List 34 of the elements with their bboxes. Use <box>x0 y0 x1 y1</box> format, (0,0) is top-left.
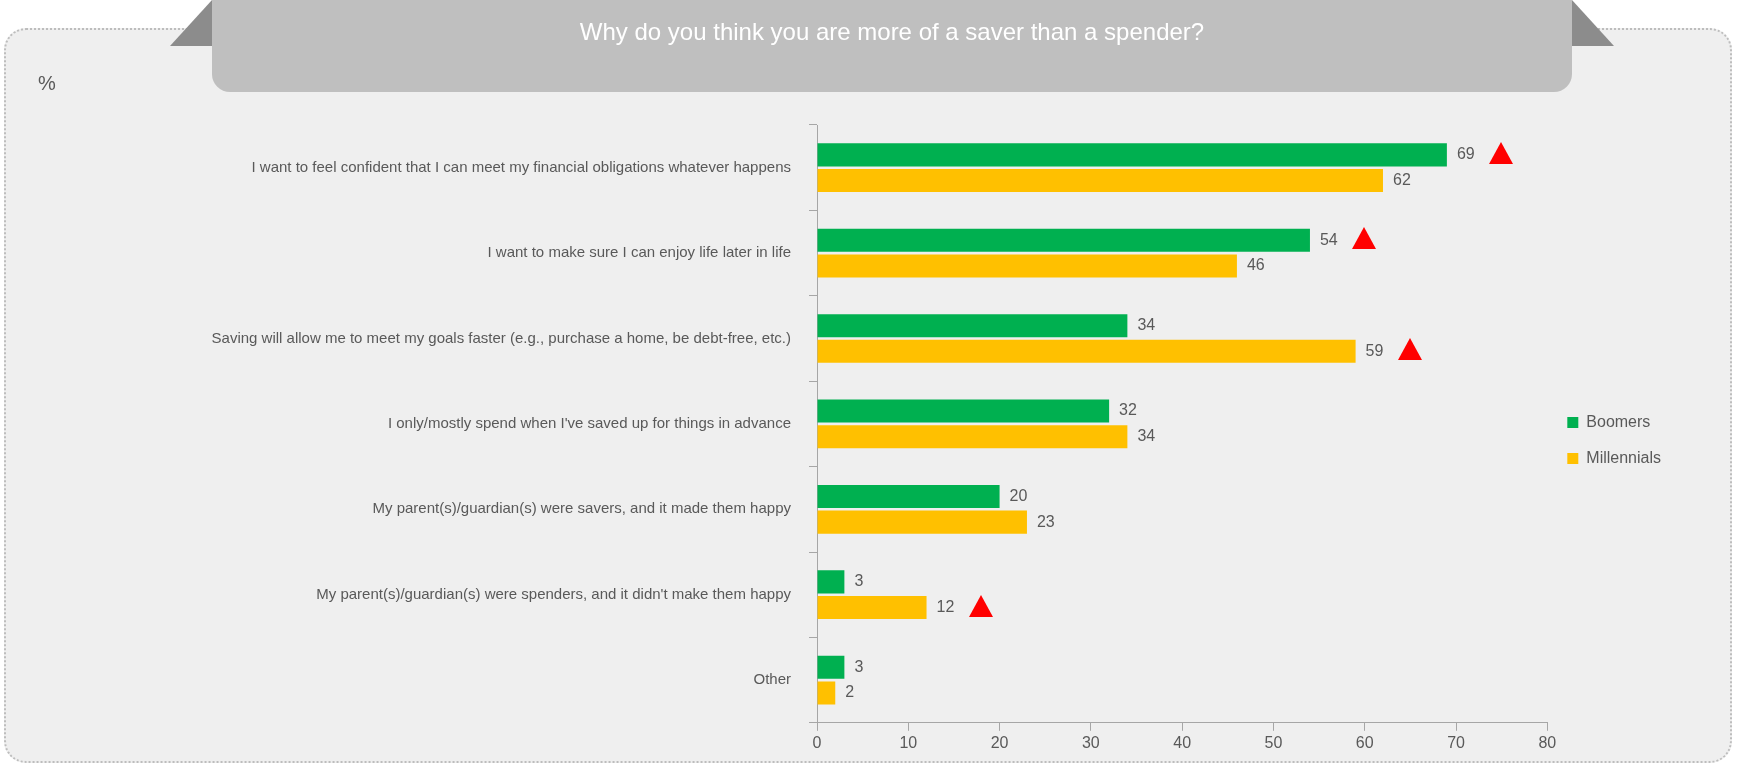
chart-title: Why do you think you are more of a saver than a spender? <box>578 18 1206 46</box>
data-label: 20 <box>1009 486 1028 504</box>
data-label: 23 <box>1036 512 1055 530</box>
data-label: 34 <box>1137 427 1156 445</box>
data-label: 12 <box>936 597 955 615</box>
legend-label: Millennials <box>1586 448 1662 466</box>
data-label: 32 <box>1119 401 1138 419</box>
data-label: 69 <box>1456 145 1475 163</box>
y-tick-label: Other <box>753 670 791 688</box>
y-tick-label: My parent(s)/guardian(s) were spenders, and it didn't make them happy <box>316 584 792 602</box>
data-label: 3 <box>854 572 864 590</box>
data-label: 59 <box>1365 341 1384 359</box>
x-tick-label: 30 <box>1081 733 1100 751</box>
x-tick-label: 0 <box>812 733 822 751</box>
data-label: 2 <box>845 683 855 701</box>
y-tick-label: My parent(s)/guardian(s) were savers, and it made them happy <box>372 499 792 517</box>
x-tick-label: 80 <box>1538 733 1557 751</box>
x-tick-label: 70 <box>1447 733 1466 751</box>
data-label: 62 <box>1392 170 1411 188</box>
data-label: 54 <box>1319 230 1338 248</box>
data-label: 46 <box>1246 256 1265 274</box>
x-tick-label: 20 <box>990 733 1009 751</box>
data-label: 3 <box>854 657 864 675</box>
legend-label: Boomers <box>1586 412 1651 430</box>
y-tick-label: Saving will allow me to meet my goals faster (e.g., purchase a home, be debt-free, etc.) <box>211 328 791 346</box>
x-tick-label: 60 <box>1355 733 1374 751</box>
y-tick-label: I only/mostly spend when I've saved up for things in advance <box>387 414 791 432</box>
text: % <box>38 72 56 95</box>
y-tick-label: I want to feel confident that I can meet my financial obligations whatever happens <box>251 157 791 175</box>
data-label: 34 <box>1137 316 1156 334</box>
y-tick-label: I want to make sure I can enjoy life later in life <box>487 243 791 261</box>
x-tick-label: 40 <box>1173 733 1192 751</box>
x-tick-label: 50 <box>1264 733 1283 751</box>
x-tick-label: 10 <box>899 733 918 751</box>
